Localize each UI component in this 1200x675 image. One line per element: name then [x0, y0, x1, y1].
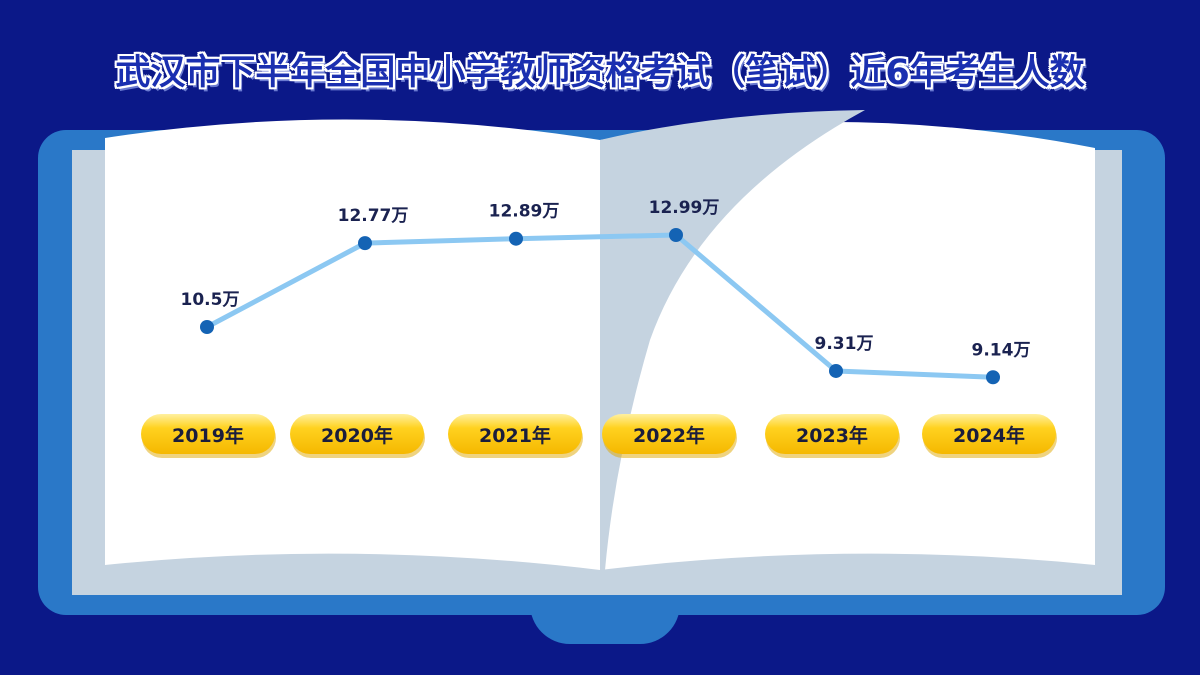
year-pill: [765, 414, 899, 454]
data-label: 12.99万: [649, 198, 720, 218]
year-pill: [290, 414, 424, 454]
year-pill: [141, 414, 275, 454]
data-point: [509, 231, 523, 246]
year-pill: [602, 414, 736, 454]
data-label: 12.89万: [489, 202, 560, 222]
x-tick-label: 2024年: [953, 424, 1025, 447]
turning-page: [600, 110, 865, 570]
data-label: 9.14万: [972, 340, 1031, 360]
left-page: [105, 119, 600, 570]
data-point: [986, 370, 1000, 385]
x-tick-label: 2021年: [479, 424, 551, 447]
x-tick-label: 2023年: [796, 424, 868, 447]
data-label: 9.31万: [815, 334, 874, 354]
data-point: [358, 236, 372, 251]
x-tick-label: 2019年: [172, 424, 244, 447]
data-label: 10.5万: [181, 290, 240, 310]
year-pill: [922, 414, 1056, 454]
page-title: 武汉市下半年全国中小学教师资格考试（笔试）近6年考生人数: [115, 53, 1085, 93]
series-line: [205, 232, 994, 380]
data-point: [669, 227, 683, 242]
x-tick-label: 2020年: [321, 424, 393, 447]
data-point: [829, 363, 843, 378]
year-pill: [448, 414, 582, 454]
data-point: [200, 320, 214, 334]
line-chart: 10.5万 2019年 12.77万 2020年 12.89万 2021年 12.99万 20…: [141, 198, 1057, 458]
x-tick-label: 2022年: [633, 424, 705, 447]
data-label: 12.77万: [338, 206, 409, 226]
